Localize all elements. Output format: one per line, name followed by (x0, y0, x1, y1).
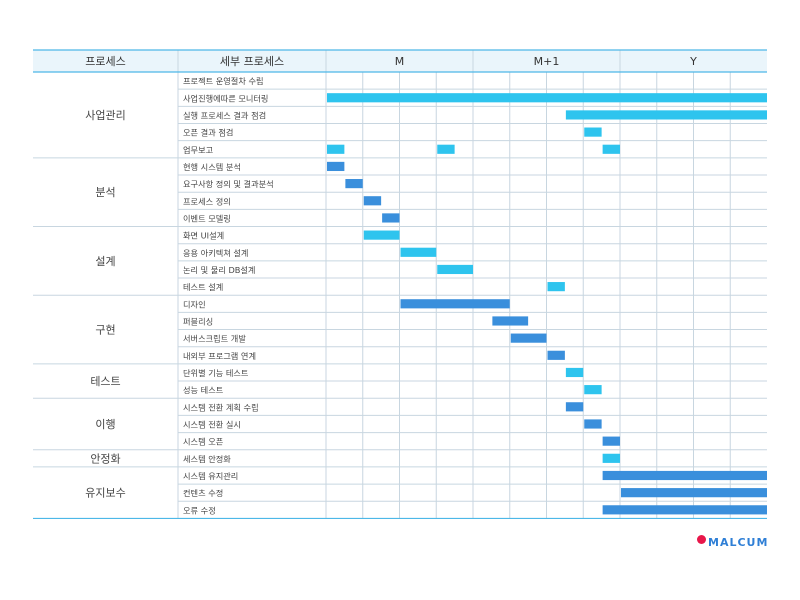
task-label: 화면 UI설계 (183, 231, 224, 241)
task-label: 실행 프로세스 결과 점검 (183, 110, 266, 120)
task-label: 컨텐츠 수정 (183, 488, 223, 498)
process-group-label: 이행 (95, 418, 115, 431)
header-period: M (395, 55, 405, 68)
task-label: 오픈 결과 점검 (183, 128, 233, 138)
task-label: 서버스크립트 개발 (183, 334, 246, 344)
gantt-bar (327, 93, 767, 103)
task-label: 이벤트 모델링 (183, 213, 231, 223)
task-label: 프로세스 정의 (183, 196, 231, 206)
process-group-label: 설계 (95, 255, 115, 268)
logo-text: MALCUM (708, 535, 769, 549)
task-label: 시스템 유지관리 (183, 471, 238, 481)
process-group-label: 안정화 (90, 452, 120, 465)
process-group-label: 분석 (95, 186, 115, 199)
gantt-bar (492, 316, 529, 326)
task-label: 세스템 안정화 (183, 454, 231, 464)
task-label: 현행 시스템 분석 (183, 162, 241, 172)
task-label: 응용 아키텍쳐 설계 (183, 248, 248, 258)
task-label: 단위별 기능 테스트 (183, 368, 249, 378)
gantt-bar (400, 247, 437, 257)
header-sub-process: 세부 프로세스 (220, 55, 284, 68)
task-label: 요구사항 정의 및 결과분석 (183, 179, 274, 189)
gantt-bar (565, 367, 584, 378)
process-group-label: 사업관리 (85, 109, 125, 122)
gantt-bar (437, 264, 473, 275)
gantt-bar (345, 179, 363, 189)
gantt-bar (602, 505, 767, 515)
gantt-bar (584, 385, 602, 395)
task-label: 테스트 설계 (183, 282, 223, 292)
task-label: 업무보고 (183, 145, 214, 155)
header-process: 프로세스 (85, 55, 125, 68)
gantt-bar (565, 402, 584, 412)
gantt-bar (602, 144, 620, 154)
header-period: Y (689, 55, 697, 68)
task-label: 시스템 전환 실시 (183, 419, 241, 429)
gantt-bar (437, 144, 455, 154)
gantt-bar (327, 161, 345, 172)
gantt-bar (565, 110, 767, 120)
gantt-bar (382, 213, 400, 223)
task-label: 오류 수정 (183, 505, 216, 515)
logo-dot-icon (697, 534, 706, 544)
gantt-bar (602, 470, 767, 481)
gantt-bar (621, 488, 767, 498)
gantt-bar (400, 299, 510, 309)
gantt-bar (547, 350, 565, 360)
header-period: M+1 (534, 55, 560, 68)
gantt-bar (584, 127, 602, 137)
gantt-bar (602, 436, 620, 446)
task-label: 내외부 프로그램 연계 (183, 351, 256, 361)
gantt-bar (327, 144, 345, 154)
table-header-bg (33, 50, 767, 72)
task-label: 시스템 오픈 (183, 437, 224, 447)
task-label: 성능 테스트 (183, 385, 224, 395)
gantt-bar (363, 230, 400, 240)
task-label: 시스템 전환 계획 수립 (183, 402, 259, 412)
malcum-logo: MALCUM (697, 533, 768, 551)
task-label: 논리 및 물리 DB설계 (183, 265, 255, 275)
process-group-label: 유지보수 (85, 487, 125, 500)
gantt-bar (602, 453, 620, 463)
process-group-label: 테스트 (90, 375, 120, 388)
gantt-bar (584, 419, 602, 429)
task-label: 사업진행에따른 모니터링 (183, 93, 268, 103)
task-label: 프로젝트 운영절차 수립 (183, 76, 264, 86)
gantt-bar (363, 196, 382, 206)
task-label: 퍼블리싱 (183, 316, 213, 326)
gantt-bar (547, 282, 565, 292)
task-label: 디자인 (183, 299, 206, 309)
gantt-bar (510, 333, 547, 343)
process-group-label: 구현 (95, 324, 115, 337)
